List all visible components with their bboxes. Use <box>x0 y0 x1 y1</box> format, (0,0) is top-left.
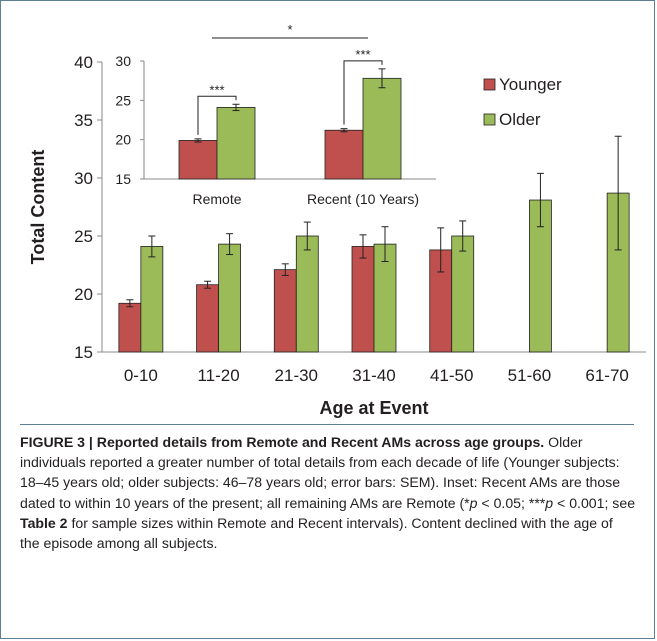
inset-x-tick-label: Remote <box>192 191 241 207</box>
caption-text: Older individuals reported a greater num… <box>20 434 621 511</box>
legend-swatch-older <box>483 113 496 126</box>
y-tick-label: 20 <box>74 285 93 304</box>
figure-caption: FIGURE 3 | Reported details from Remote … <box>20 432 636 553</box>
inset-x-tick-label: Recent (10 Years) <box>307 191 419 207</box>
bar-older <box>295 235 319 353</box>
caption-table-ref: Table 2 <box>20 514 68 531</box>
x-tick-label: 11-20 <box>197 366 239 385</box>
bar-older <box>218 243 241 353</box>
inset-bar-older <box>216 107 256 180</box>
inset-y-tick-label: 25 <box>115 92 131 108</box>
significance-label: *** <box>209 82 224 97</box>
inset-bar-older <box>362 77 402 180</box>
inset-y-tick-label: 20 <box>115 132 131 148</box>
legend: Younger Older <box>483 75 562 129</box>
caption-text: for sample sizes within Remote and Recen… <box>20 514 613 552</box>
x-tick-label: 61-70 <box>585 366 628 385</box>
caption-text: < 0.001; see <box>553 494 636 511</box>
x-axis-title: Age at Event <box>319 398 428 418</box>
caption-p-symbol: p <box>469 494 478 511</box>
x-tick-label: 41-50 <box>430 366 473 385</box>
significance-label: *** <box>355 47 370 62</box>
caption-heading: FIGURE 3 | Reported details from Remote … <box>20 434 545 450</box>
bar-younger <box>196 284 219 353</box>
bar-younger <box>351 246 375 353</box>
legend-label-younger: Younger <box>499 75 562 94</box>
chart: 15 20 25 30 35 40 0-10 11-20 21-30 31-40 41-50 51-6… <box>28 22 646 418</box>
y-tick-label: 30 <box>74 169 93 188</box>
inset-bar-younger <box>178 140 218 180</box>
x-tick-label: 0-10 <box>124 366 158 385</box>
inset-bar-younger <box>324 129 364 180</box>
y-axis-title: Total Content <box>28 150 48 265</box>
inset-y-tick-label: 30 <box>115 53 131 69</box>
y-tick-label: 35 <box>74 111 93 130</box>
caption-divider <box>20 424 634 425</box>
x-tick-label: 51-60 <box>508 366 551 385</box>
main-chart: 15 20 25 30 35 40 0-10 11-20 21-30 31-40 41-50 51-6… <box>28 53 646 418</box>
legend-label-older: Older <box>499 110 541 129</box>
x-tick-label: 31-40 <box>352 366 395 385</box>
bar-younger <box>273 269 297 353</box>
bar-older <box>451 235 475 353</box>
caption-p-symbol: p <box>545 494 554 511</box>
significance-label: * <box>287 22 292 37</box>
y-tick-label: 15 <box>74 343 93 362</box>
significance-bracket <box>343 60 383 125</box>
y-tick-label: 40 <box>74 53 93 72</box>
x-tick-label: 21-30 <box>275 366 318 385</box>
legend-swatch-younger <box>483 78 496 91</box>
y-tick-label: 25 <box>74 227 93 246</box>
bar-younger <box>118 302 142 353</box>
significance-bracket <box>197 95 237 135</box>
caption-text: < 0.05; *** <box>477 494 546 511</box>
bar-older <box>140 246 164 353</box>
inset-y-tick-label: 15 <box>115 171 131 187</box>
